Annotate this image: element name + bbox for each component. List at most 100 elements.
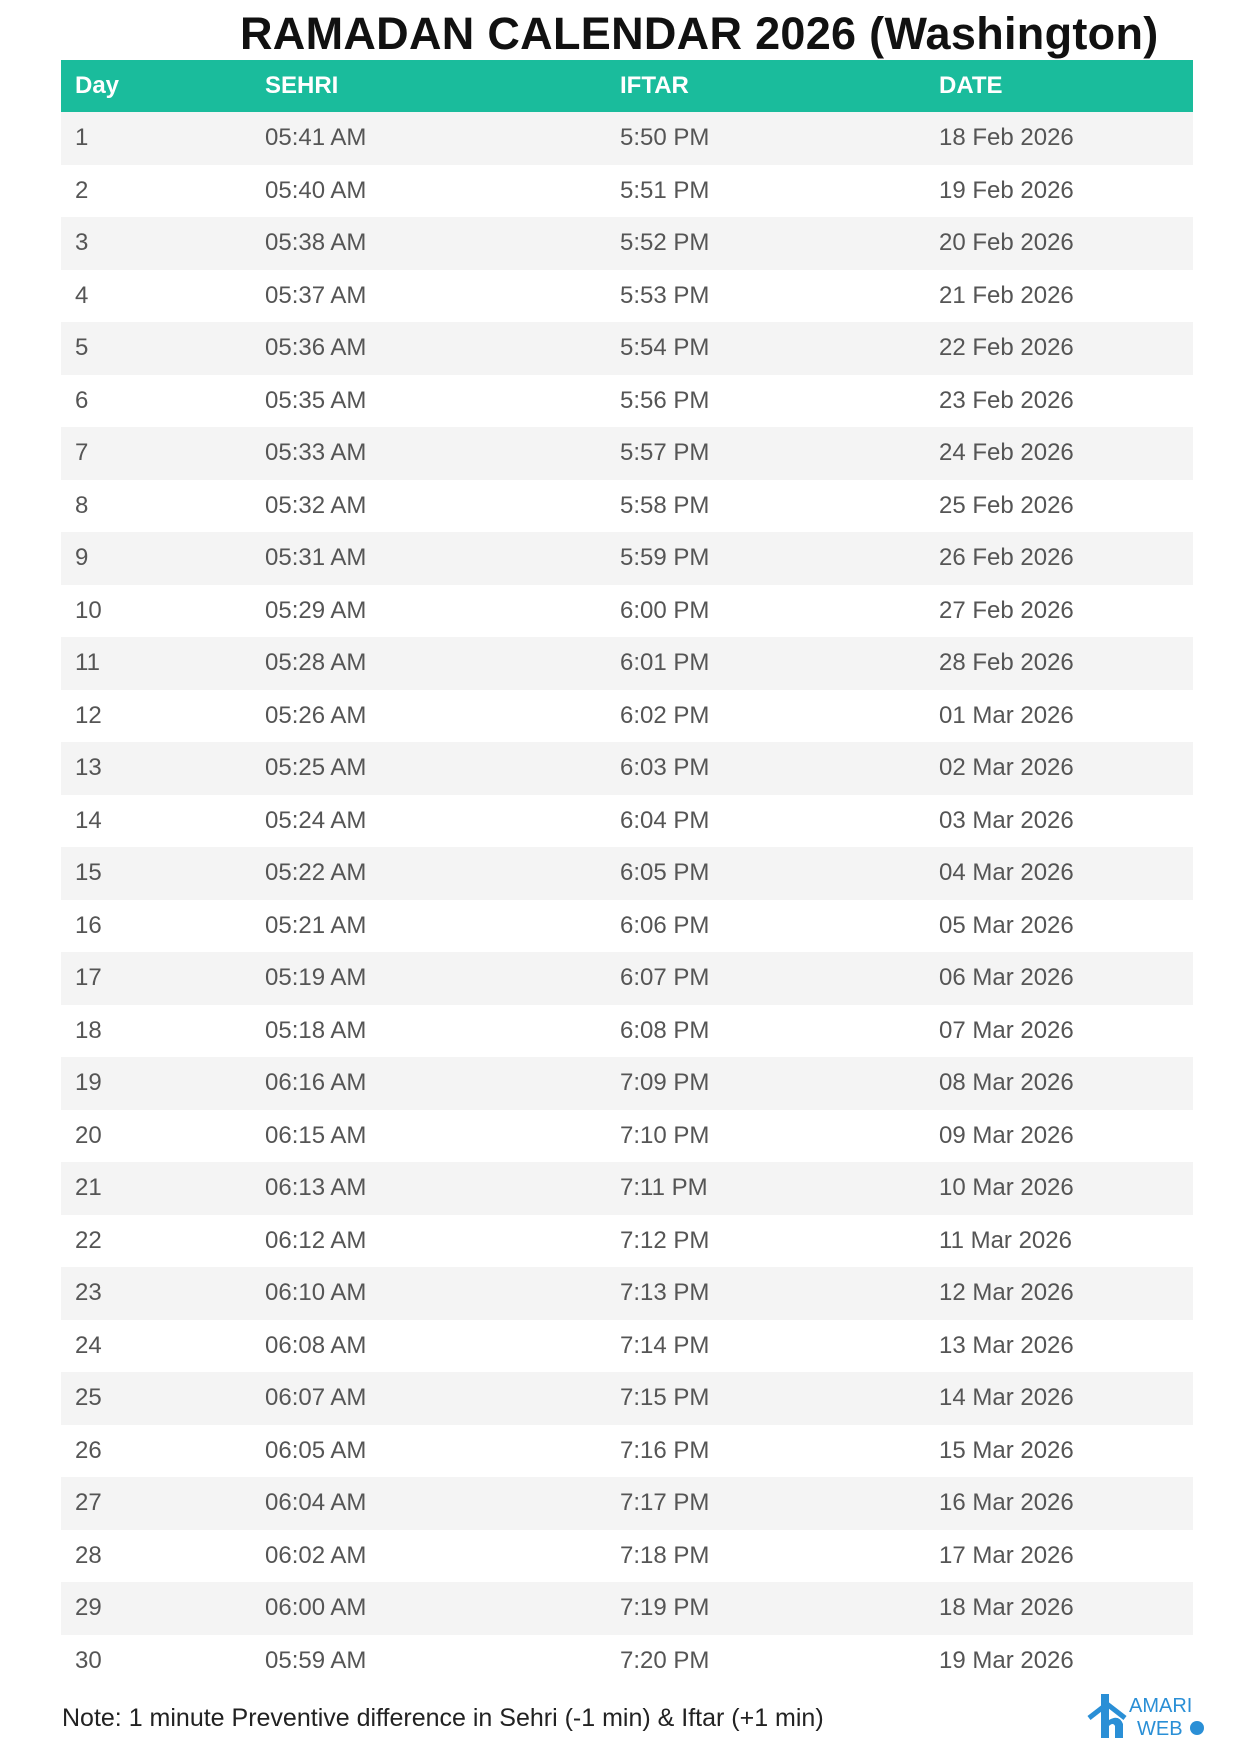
cell-sehri: 06:08 AM bbox=[265, 1331, 367, 1359]
cell-iftar: 6:01 PM bbox=[620, 649, 710, 677]
cell-sehri: 05:40 AM bbox=[265, 176, 367, 204]
cell-iftar: 6:04 PM bbox=[620, 806, 710, 834]
cell-sehri: 06:10 AM bbox=[265, 1279, 367, 1307]
cell-sehri: 05:25 AM bbox=[265, 754, 367, 782]
cell-day: 29 bbox=[75, 1594, 102, 1622]
cell-date: 13 Mar 2026 bbox=[939, 1331, 1074, 1359]
cell-iftar: 7:14 PM bbox=[620, 1331, 710, 1359]
table-row: 9 05:31 AM 5:59 PM 26 Feb 2026 bbox=[61, 532, 1193, 585]
cell-sehri: 05:19 AM bbox=[265, 964, 367, 992]
table-header: Day SEHRI IFTAR DATE bbox=[61, 60, 1193, 112]
cell-iftar: 5:51 PM bbox=[620, 176, 710, 204]
cell-iftar: 6:06 PM bbox=[620, 911, 710, 939]
cell-iftar: 6:08 PM bbox=[620, 1016, 710, 1044]
cell-day: 20 bbox=[75, 1121, 102, 1149]
cell-date: 23 Feb 2026 bbox=[939, 386, 1074, 414]
cell-sehri: 05:41 AM bbox=[265, 124, 367, 152]
cell-sehri: 06:02 AM bbox=[265, 1541, 367, 1569]
table-row: 24 06:08 AM 7:14 PM 13 Mar 2026 bbox=[61, 1320, 1193, 1373]
cell-date: 21 Feb 2026 bbox=[939, 281, 1074, 309]
table-row: 16 05:21 AM 6:06 PM 05 Mar 2026 bbox=[61, 900, 1193, 953]
cell-iftar: 7:13 PM bbox=[620, 1279, 710, 1307]
table-row: 3 05:38 AM 5:52 PM 20 Feb 2026 bbox=[61, 217, 1193, 270]
table-row: 17 05:19 AM 6:07 PM 06 Mar 2026 bbox=[61, 952, 1193, 1005]
cell-day: 3 bbox=[75, 229, 89, 257]
cell-date: 04 Mar 2026 bbox=[939, 859, 1074, 887]
cell-date: 01 Mar 2026 bbox=[939, 701, 1074, 729]
cell-iftar: 5:52 PM bbox=[620, 229, 710, 257]
cell-date: 12 Mar 2026 bbox=[939, 1279, 1074, 1307]
cell-iftar: 7:18 PM bbox=[620, 1541, 710, 1569]
cell-date: 07 Mar 2026 bbox=[939, 1016, 1074, 1044]
cell-date: 05 Mar 2026 bbox=[939, 911, 1074, 939]
cell-sehri: 05:31 AM bbox=[265, 544, 367, 572]
cell-sehri: 05:38 AM bbox=[265, 229, 367, 257]
table-row: 27 06:04 AM 7:17 PM 16 Mar 2026 bbox=[61, 1477, 1193, 1530]
cell-day: 10 bbox=[75, 596, 102, 624]
table-row: 25 06:07 AM 7:15 PM 14 Mar 2026 bbox=[61, 1372, 1193, 1425]
cell-date: 15 Mar 2026 bbox=[939, 1436, 1074, 1464]
table-row: 1 05:41 AM 5:50 PM 18 Feb 2026 bbox=[61, 112, 1193, 165]
cell-date: 08 Mar 2026 bbox=[939, 1069, 1074, 1097]
cell-date: 10 Mar 2026 bbox=[939, 1174, 1074, 1202]
cell-sehri: 05:36 AM bbox=[265, 334, 367, 362]
cell-iftar: 7:16 PM bbox=[620, 1436, 710, 1464]
table-row: 4 05:37 AM 5:53 PM 21 Feb 2026 bbox=[61, 270, 1193, 323]
cell-day: 12 bbox=[75, 701, 102, 729]
cell-date: 14 Mar 2026 bbox=[939, 1384, 1074, 1412]
header-sehri: SEHRI bbox=[265, 72, 339, 99]
cell-iftar: 6:07 PM bbox=[620, 964, 710, 992]
header-day: Day bbox=[75, 72, 120, 99]
cell-iftar: 7:15 PM bbox=[620, 1384, 710, 1412]
cell-sehri: 06:12 AM bbox=[265, 1226, 367, 1254]
svg-text:WEB: WEB bbox=[1137, 1718, 1183, 1740]
cell-sehri: 05:21 AM bbox=[265, 911, 367, 939]
table-row: 18 05:18 AM 6:08 PM 07 Mar 2026 bbox=[61, 1005, 1193, 1058]
cell-day: 15 bbox=[75, 859, 102, 887]
table-row: 12 05:26 AM 6:02 PM 01 Mar 2026 bbox=[61, 690, 1193, 743]
cell-day: 16 bbox=[75, 911, 102, 939]
table-row: 2 05:40 AM 5:51 PM 19 Feb 2026 bbox=[61, 165, 1193, 218]
table-row: 21 06:13 AM 7:11 PM 10 Mar 2026 bbox=[61, 1162, 1193, 1215]
cell-sehri: 06:00 AM bbox=[265, 1594, 367, 1622]
cell-iftar: 6:05 PM bbox=[620, 859, 710, 887]
cell-date: 22 Feb 2026 bbox=[939, 334, 1074, 362]
cell-day: 18 bbox=[75, 1016, 102, 1044]
cell-iftar: 6:00 PM bbox=[620, 596, 710, 624]
cell-day: 2 bbox=[75, 176, 89, 204]
cell-iftar: 7:19 PM bbox=[620, 1594, 710, 1622]
cell-date: 28 Feb 2026 bbox=[939, 649, 1074, 677]
cell-sehri: 05:29 AM bbox=[265, 596, 367, 624]
hamariweb-logo: AMARI WEB bbox=[1087, 1694, 1204, 1740]
cell-day: 9 bbox=[75, 544, 89, 572]
cell-sehri: 06:07 AM bbox=[265, 1384, 367, 1412]
cell-date: 18 Mar 2026 bbox=[939, 1594, 1074, 1622]
cell-day: 1 bbox=[75, 124, 89, 152]
cell-day: 30 bbox=[75, 1646, 102, 1674]
cell-date: 16 Mar 2026 bbox=[939, 1489, 1074, 1517]
cell-date: 11 Mar 2026 bbox=[939, 1226, 1072, 1254]
cell-sehri: 06:13 AM bbox=[265, 1174, 367, 1202]
table-row: 6 05:35 AM 5:56 PM 23 Feb 2026 bbox=[61, 375, 1193, 428]
cell-sehri: 06:15 AM bbox=[265, 1121, 367, 1149]
cell-iftar: 5:56 PM bbox=[620, 386, 710, 414]
header-date: DATE bbox=[939, 72, 1003, 99]
cell-sehri: 05:26 AM bbox=[265, 701, 367, 729]
table-row: 14 05:24 AM 6:04 PM 03 Mar 2026 bbox=[61, 795, 1193, 848]
cell-day: 4 bbox=[75, 281, 89, 309]
table-row: 5 05:36 AM 5:54 PM 22 Feb 2026 bbox=[61, 322, 1193, 375]
cell-day: 21 bbox=[75, 1174, 102, 1202]
cell-day: 6 bbox=[75, 386, 89, 414]
cell-iftar: 7:10 PM bbox=[620, 1121, 710, 1149]
cell-sehri: 05:22 AM bbox=[265, 859, 367, 887]
cell-date: 18 Feb 2026 bbox=[939, 124, 1074, 152]
table-row: 8 05:32 AM 5:58 PM 25 Feb 2026 bbox=[61, 480, 1193, 533]
cell-sehri: 05:28 AM bbox=[265, 649, 367, 677]
svg-text:AMARI: AMARI bbox=[1129, 1695, 1192, 1717]
header-iftar: IFTAR bbox=[620, 72, 689, 99]
cell-day: 28 bbox=[75, 1541, 102, 1569]
cell-sehri: 06:05 AM bbox=[265, 1436, 367, 1464]
cell-day: 19 bbox=[75, 1069, 102, 1097]
table-row: 26 06:05 AM 7:16 PM 15 Mar 2026 bbox=[61, 1425, 1193, 1478]
cell-sehri: 05:32 AM bbox=[265, 491, 367, 519]
